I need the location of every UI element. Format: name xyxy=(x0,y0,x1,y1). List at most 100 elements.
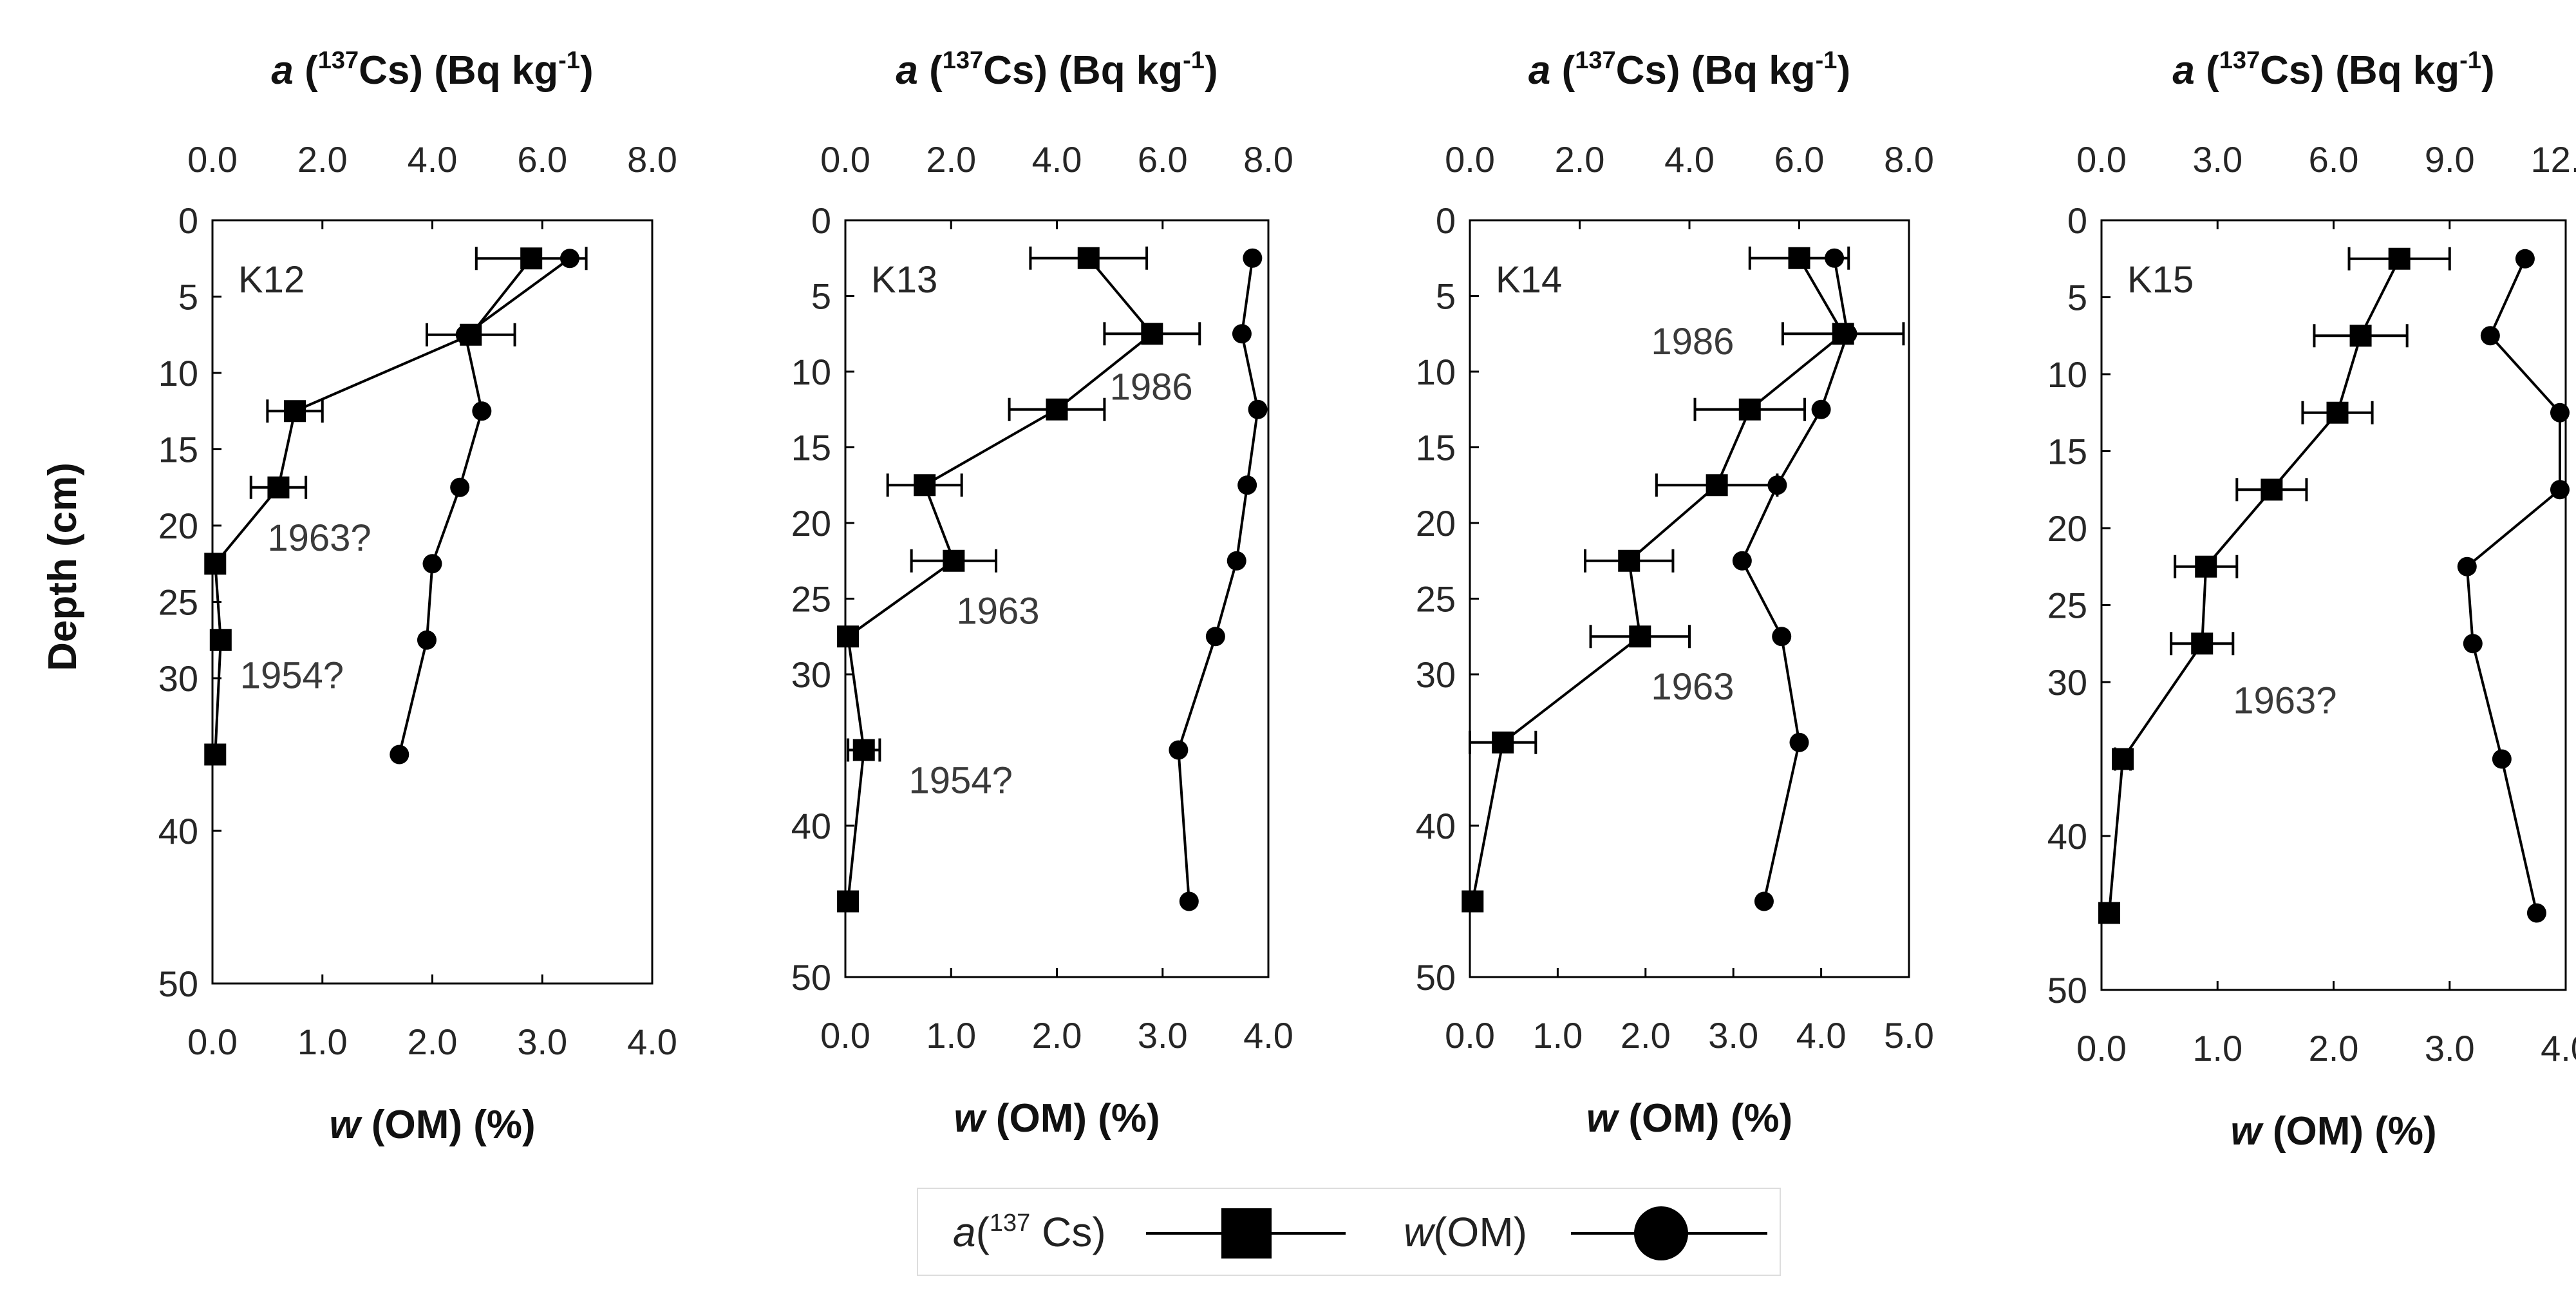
panel-k14: 0 5 10 15 20 25 30 40 50 0.0 2.0 4.0 6.0 8.0 0.0 1.0 2.0… xyxy=(1416,47,1934,1141)
bottom-axis-title-rest: (OM) (%) xyxy=(1617,1096,1792,1141)
date-annotation: 1986 xyxy=(1651,321,1734,363)
legend-cs-marker xyxy=(1221,1208,1272,1259)
bottom-tick-label: 2.0 xyxy=(1032,1015,1082,1056)
top-axis-title: a (137Cs) (Bq kg-1) xyxy=(2172,47,2494,93)
cs-point xyxy=(1141,323,1163,345)
cs-series-line xyxy=(1471,257,1845,902)
y-tick-label: 15 xyxy=(791,428,831,468)
top-axis-title: a (137Cs) (Bq kg-1) xyxy=(271,47,593,93)
cs-series-line xyxy=(846,257,1154,902)
y-tick-label: 15 xyxy=(2047,432,2087,472)
y-tick-label: 0 xyxy=(178,200,198,241)
om-point xyxy=(390,745,409,765)
top-axis-title-close: ) xyxy=(2481,48,2495,93)
bottom-tick-label: 4.0 xyxy=(627,1021,677,1062)
om-point xyxy=(472,401,492,421)
legend-cs-open: ( xyxy=(976,1209,990,1255)
legend-om-rest: (OM) xyxy=(1433,1209,1527,1255)
y-tick-label: 30 xyxy=(2047,662,2087,703)
y-tick-label: 40 xyxy=(158,811,198,851)
top-tick-label: 9.0 xyxy=(2425,139,2475,180)
top-axis-title-italic: a xyxy=(2172,48,2194,93)
cs-point xyxy=(204,553,227,575)
cs-point xyxy=(1706,474,1728,497)
bottom-tick-label: 0.0 xyxy=(2076,1028,2127,1069)
legend-om-label: w(OM) xyxy=(1404,1209,1527,1255)
cs-point xyxy=(460,323,482,346)
top-axis-title-sup: 137 xyxy=(318,47,359,74)
top-axis-title-open: ( xyxy=(918,48,943,93)
top-tick-label: 2.0 xyxy=(1555,139,1605,180)
top-axis-title: a (137Cs) (Bq kg-1) xyxy=(896,47,1217,93)
y-tick-label: 30 xyxy=(1416,654,1456,695)
panel-label: K13 xyxy=(871,259,937,301)
cs-point xyxy=(1788,247,1810,269)
om-point xyxy=(2492,749,2512,769)
cs-point xyxy=(837,890,860,913)
y-tick-label: 20 xyxy=(791,503,831,544)
bottom-axis-title-rest: (OM) (%) xyxy=(361,1103,536,1147)
panel-k13: 0 5 10 15 20 25 30 40 50 0.0 2.0 4.0 6.0 8.0 0.0 1.0 2.0… xyxy=(791,47,1293,1141)
legend-cs-italic: a xyxy=(953,1209,976,1255)
bottom-tick-label: 4.0 xyxy=(1243,1015,1293,1056)
legend: a(137 Cs) w(OM) xyxy=(917,1188,1781,1276)
cs-point xyxy=(852,739,875,761)
top-axis-title-rest: Cs) (Bq kg xyxy=(983,48,1183,93)
om-point xyxy=(1754,891,1774,911)
bottom-tick-label: 4.0 xyxy=(1796,1015,1847,1056)
plot-frame xyxy=(844,219,1270,978)
bottom-tick-label: 1.0 xyxy=(926,1015,976,1056)
cs-point xyxy=(1492,731,1514,754)
top-axis-title-close: ) xyxy=(580,48,594,93)
top-axis-title: a (137Cs) (Bq kg-1) xyxy=(1528,47,1850,93)
bottom-axis-title-rest: (OM) (%) xyxy=(2262,1109,2437,1154)
om-point xyxy=(2526,903,2546,923)
y-tick-label: 25 xyxy=(2047,585,2087,626)
y-tick-label: 5 xyxy=(1436,276,1456,317)
bottom-tick-label: 1.0 xyxy=(297,1021,348,1062)
cs-point xyxy=(204,743,227,766)
date-annotation: 1954? xyxy=(909,760,1013,802)
top-tick-label: 3.0 xyxy=(2192,139,2242,180)
date-annotation: 1963? xyxy=(267,517,371,559)
top-tick-label: 2.0 xyxy=(297,139,348,180)
top-axis-title-sup2: -1 xyxy=(1183,47,1205,74)
om-point xyxy=(1237,475,1257,495)
y-tick-label: 5 xyxy=(178,277,198,318)
top-axis-title-rest: Cs) (Bq kg xyxy=(2260,48,2459,93)
y-tick-label: 10 xyxy=(158,353,198,394)
y-tick-label: 30 xyxy=(791,654,831,695)
bottom-tick-label: 3.0 xyxy=(1708,1015,1758,1056)
bottom-axis-title-italic: w xyxy=(2230,1109,2264,1154)
om-series-line xyxy=(1177,258,1259,902)
top-axis-title-italic: a xyxy=(271,48,293,93)
date-annotation: 1986 xyxy=(1110,366,1193,408)
top-tick-label: 4.0 xyxy=(1664,139,1715,180)
cs-point xyxy=(2191,632,2214,655)
cs-point xyxy=(2388,247,2411,270)
top-axis-title-sup2: -1 xyxy=(2459,47,2481,74)
panel-label: K15 xyxy=(2127,259,2194,301)
cs-point xyxy=(2112,748,2134,770)
bottom-tick-label: 3.0 xyxy=(2425,1028,2475,1069)
cs-point xyxy=(1618,549,1641,572)
y-tick-label: 50 xyxy=(791,957,831,998)
top-tick-label: 0.0 xyxy=(2076,139,2127,180)
y-tick-label: 0 xyxy=(811,200,831,241)
y-tick-label: 25 xyxy=(158,582,198,623)
cs-point xyxy=(1629,625,1651,648)
y-tick-label: 40 xyxy=(791,806,831,846)
panel-k15: 0 5 10 15 20 25 30 40 50 0.0 3.0 6.0 9.0 12.0 0.0 1.0 2.… xyxy=(2047,47,2576,1154)
y-axis-title-group: Depth (cm) xyxy=(41,462,85,671)
cs-point xyxy=(837,625,860,648)
y-tick-label: 0 xyxy=(2067,200,2087,241)
y-tick-label: 50 xyxy=(158,964,198,1004)
cs-point xyxy=(2326,401,2349,424)
om-series-line xyxy=(398,257,571,755)
bottom-tick-label: 0.0 xyxy=(820,1015,870,1056)
y-tick-label: 40 xyxy=(1416,806,1456,846)
om-point xyxy=(1179,891,1199,911)
y-tick-label: 25 xyxy=(791,579,831,620)
cs-point xyxy=(2349,325,2372,347)
